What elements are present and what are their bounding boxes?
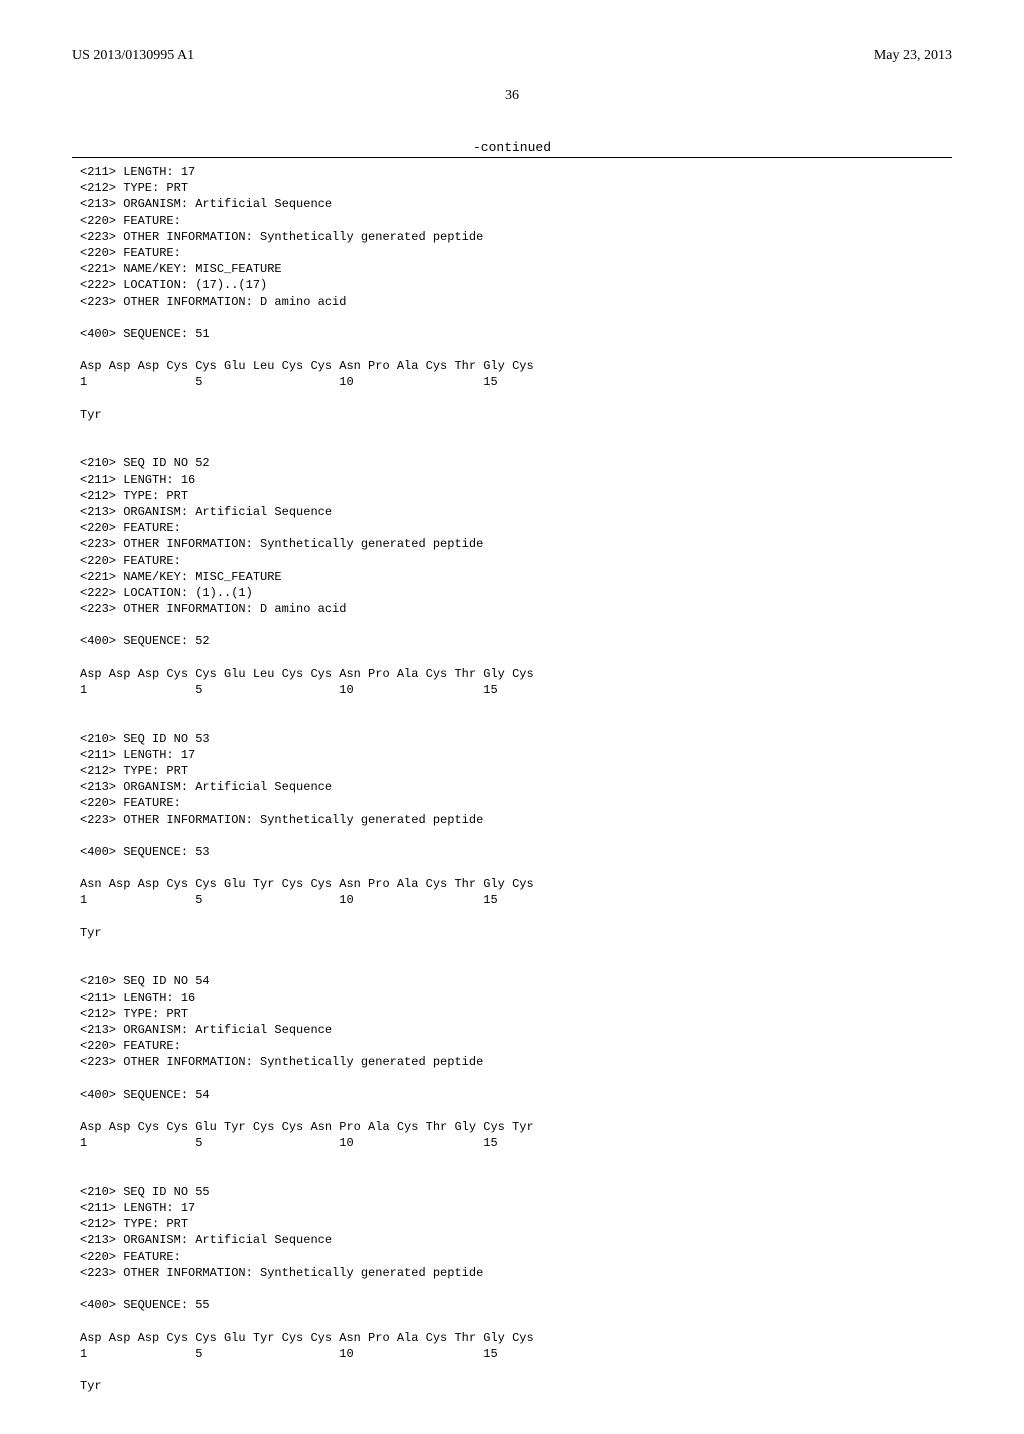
publication-number: US 2013/0130995 A1 — [72, 48, 194, 64]
page-header: US 2013/0130995 A1 May 23, 2013 — [72, 48, 952, 64]
listing-top-rule — [72, 157, 952, 158]
patent-page: US 2013/0130995 A1 May 23, 2013 36 -cont… — [0, 0, 1024, 1434]
page-number: 36 — [72, 88, 952, 104]
continued-label: -continued — [72, 140, 952, 155]
sequence-listing: <211> LENGTH: 17 <212> TYPE: PRT <213> O… — [72, 164, 952, 1394]
publication-date: May 23, 2013 — [874, 48, 952, 64]
